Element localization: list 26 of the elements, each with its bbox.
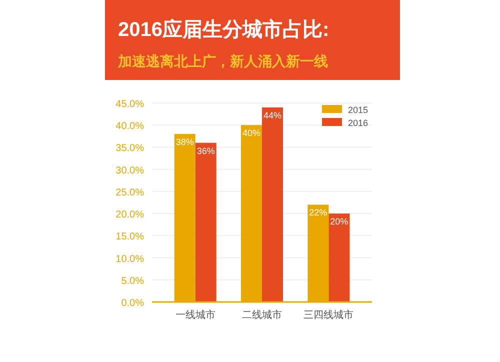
data-label: 38% [176,136,194,147]
x-tick-label: 一线城市 [175,309,216,321]
y-tick-label: 5.0% [121,276,144,287]
data-label: 22% [309,208,328,218]
y-tick-label: 35.0% [116,143,144,154]
data-label: 36% [196,146,215,156]
y-tick-label: 40.0% [116,121,144,132]
data-label: 20% [330,216,348,227]
data-label: 44% [263,110,282,120]
data-label: 40% [242,128,261,138]
x-tick-label: 二线城市 [242,309,282,321]
legend-label: 2015 [348,105,368,115]
bar [262,107,283,302]
y-tick-label: 30.0% [116,165,144,176]
bar [328,214,350,302]
y-tick-label: 20.0% [116,210,144,221]
y-tick-label: 25.0% [116,187,144,198]
y-tick-label: 45.0% [116,99,144,110]
chart-subtitle: 加速逃离北上广，新人涌入新一线 [117,53,328,69]
bar [195,142,216,302]
y-tick-label: 15.0% [116,232,144,243]
chart-title: 2016应届生分城市占比: [118,18,330,41]
y-tick-label: 10.0% [116,254,144,265]
y-tick-label: 0.0% [121,298,144,309]
legend-label: 2016 [348,118,368,128]
x-tick-label: 三四线城市 [304,309,354,321]
